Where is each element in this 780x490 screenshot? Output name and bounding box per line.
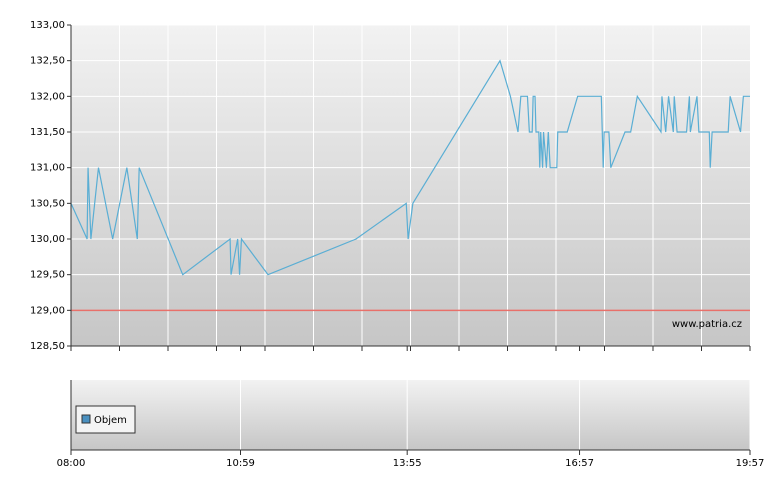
y-tick-label: 132,50: [30, 56, 65, 67]
y-tick-label: 130,50: [30, 198, 65, 209]
y-tick-label: 130,00: [30, 234, 65, 245]
legend-swatch: [81, 414, 91, 424]
x-tick-label: 08:00: [57, 458, 86, 469]
watermark: www.patria.cz: [672, 319, 742, 330]
price-line: [70, 59, 750, 276]
legend-label: Objem: [94, 415, 127, 426]
x-tick-label: 13:55: [393, 458, 422, 469]
x-tick-label: 19:57: [736, 458, 765, 469]
x-tick-label: 16:57: [565, 458, 594, 469]
y-tick-label: 131,00: [30, 163, 65, 174]
x-tick-label: 10:59: [226, 458, 255, 469]
y-tick-label: 133,00: [30, 20, 65, 31]
y-tick-label: 128,50: [30, 341, 65, 352]
y-tick-label: 131,50: [30, 127, 65, 138]
y-tick-label: 132,00: [30, 91, 65, 102]
y-tick-label: 129,00: [30, 305, 65, 316]
volume-background: [71, 380, 750, 450]
y-tick-label: 129,50: [30, 270, 65, 281]
